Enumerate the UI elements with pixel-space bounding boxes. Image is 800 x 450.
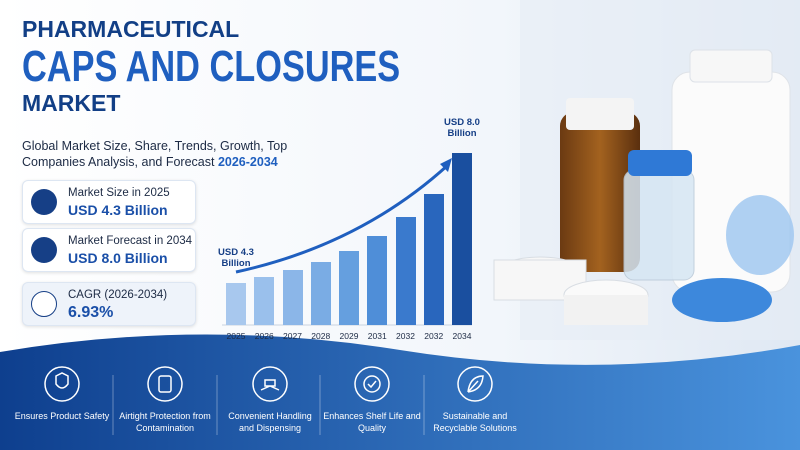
x-tick-label: 2032 <box>424 331 444 341</box>
feature-label: Ensures Product Safety <box>14 411 110 421</box>
x-tick-label: 2027 <box>283 331 302 341</box>
stat-value: USD 8.0 Billion <box>68 250 168 266</box>
subtitle: Global Market Size, Share, Trends, Growt… <box>22 138 352 170</box>
x-tick-label: 2026 <box>254 331 274 341</box>
feature-label: Convenient Handling and Dispensing <box>228 411 312 433</box>
stat-card: CAGR (2026-2034) 6.93% <box>22 282 196 326</box>
bar <box>254 276 275 325</box>
x-tick-label: 2032 <box>396 331 415 341</box>
feature-label: Enhances Shelf Life and Quality <box>323 411 421 433</box>
bar <box>282 269 303 325</box>
stat-label: Market Forecast in 2034 <box>68 235 193 247</box>
bar <box>226 282 246 325</box>
bar <box>395 216 416 325</box>
subtitle-text: Global Market Size, Share, Trends, Growt… <box>22 139 288 169</box>
value-label: USD 4.3 Billion <box>218 246 254 269</box>
x-tick-label: 2025 <box>226 331 246 341</box>
x-tick-label: 2034 <box>452 331 472 341</box>
feature-label: Airtight Protection from Contamination <box>119 411 211 433</box>
value-label: USD 8.0 Billion <box>444 117 480 139</box>
stat-card: Market Forecast in 2034 USD 8.0 Billion <box>22 228 196 272</box>
x-tick-label: 2031 <box>367 331 387 341</box>
bar <box>339 250 359 325</box>
x-tick-label: 2028 <box>311 331 331 341</box>
stat-card: Market Size in 2025 USD 4.3 Billion <box>22 180 196 224</box>
title-line: MARKET <box>22 90 121 116</box>
feature-label: Sustainable and Recyclable Solutions <box>433 411 517 433</box>
subtitle-highlight: 2026-2034 <box>217 155 278 169</box>
stat-label: CAGR (2026-2034) <box>68 289 168 301</box>
title-line: PHARMACEUTICAL <box>22 16 240 42</box>
stat-label: Market Size in 2025 <box>68 187 170 199</box>
x-tick-label: 2029 <box>339 331 359 341</box>
bar <box>452 153 472 325</box>
stat-value: 6.93% <box>68 304 114 321</box>
bar <box>367 235 388 325</box>
stat-value: USD 4.3 Billion <box>68 202 168 218</box>
title-main: CAPS AND CLOSURES <box>22 42 401 91</box>
bar <box>310 261 331 325</box>
bar <box>423 194 444 325</box>
